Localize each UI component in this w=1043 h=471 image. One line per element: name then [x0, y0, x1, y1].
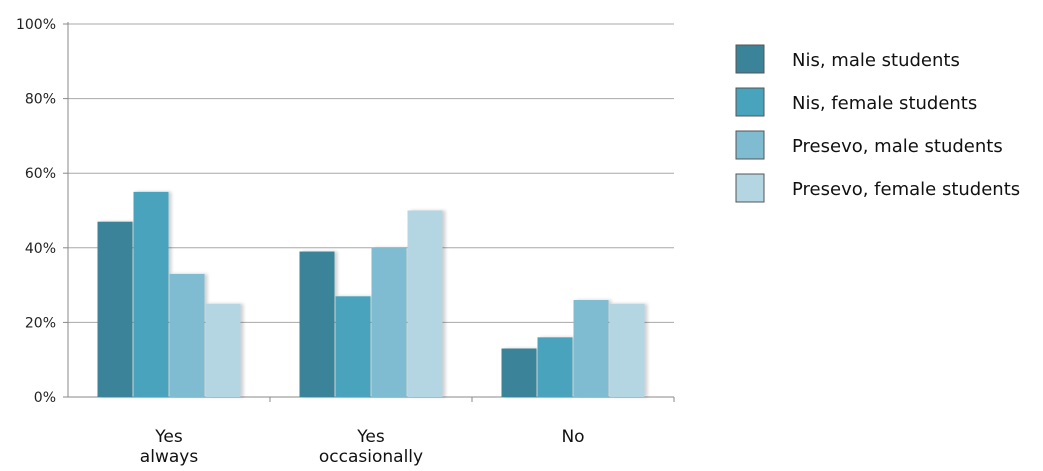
legend-label: Presevo, male students [792, 136, 1003, 157]
y-tick-label: 60% [25, 166, 56, 182]
bar [501, 348, 537, 397]
legend-swatch [735, 44, 765, 74]
bar [537, 337, 573, 397]
legend-item: Nis, male students [735, 44, 960, 74]
legend-swatch [735, 173, 765, 203]
legend-item: Presevo, male students [735, 130, 1003, 160]
bar [609, 303, 645, 397]
x-tick-label-line: Yes [356, 427, 385, 447]
y-tick-label: 100% [16, 17, 56, 33]
x-tick-label-line: occasionally [319, 447, 423, 467]
legend-swatch [735, 87, 765, 117]
bar [299, 251, 335, 397]
x-tick-label: Yes always [140, 427, 199, 467]
bar [573, 300, 609, 397]
bar [97, 221, 133, 397]
bar [335, 296, 371, 397]
legend-swatch [735, 130, 765, 160]
bar [133, 191, 169, 397]
bar [169, 273, 205, 397]
bars [97, 191, 645, 397]
gridlines [68, 23, 674, 323]
bar [371, 247, 407, 397]
x-tick-label: Yes occasionally [319, 427, 423, 467]
y-tick-label: 0% [34, 390, 56, 406]
y-axis-ticks: 0% 20% 40% 60% 80% 100% [16, 17, 68, 406]
y-tick-label: 20% [25, 315, 56, 331]
legend-label: Nis, female students [792, 93, 977, 114]
x-tick-label-line: Yes [154, 427, 183, 447]
bar [407, 210, 443, 397]
legend: Nis, male students Nis, female students Pr… [735, 44, 1020, 203]
legend-item: Nis, female students [735, 87, 977, 117]
x-tick-label-line: No [561, 427, 584, 447]
bar [205, 303, 241, 397]
y-tick-label: 40% [25, 241, 56, 257]
legend-label: Nis, male students [792, 50, 960, 71]
y-tick-label: 80% [25, 92, 56, 108]
x-tick-label-line: always [140, 447, 199, 467]
legend-item: Presevo, female students [735, 173, 1020, 203]
x-tick-label: No [561, 427, 584, 447]
axes [67, 22, 674, 398]
legend-label: Presevo, female students [792, 179, 1020, 200]
